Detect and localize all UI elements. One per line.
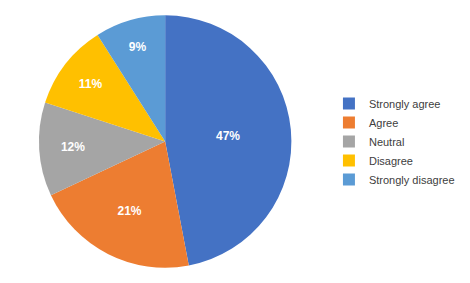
svg-text:11%: 11% bbox=[79, 77, 103, 91]
svg-text:12%: 12% bbox=[61, 140, 85, 154]
svg-text:Strongly agree: Strongly agree bbox=[369, 98, 441, 110]
svg-text:Disagree: Disagree bbox=[369, 155, 413, 167]
svg-text:47%: 47% bbox=[216, 129, 240, 143]
svg-text:Strongly disagree: Strongly disagree bbox=[369, 174, 455, 186]
svg-text:21%: 21% bbox=[117, 204, 141, 218]
svg-text:9%: 9% bbox=[129, 40, 147, 54]
svg-text:Neutral: Neutral bbox=[369, 136, 404, 148]
svg-text:Agree: Agree bbox=[369, 117, 398, 129]
